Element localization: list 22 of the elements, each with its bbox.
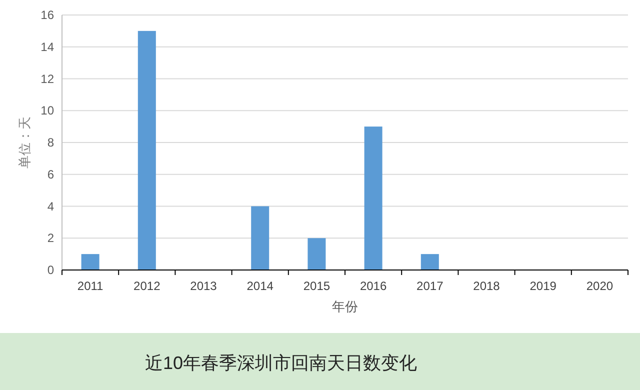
- ylabel: 单位：天: [17, 116, 32, 168]
- ytick-label: 6: [47, 167, 54, 182]
- xtick-label: 2014: [246, 279, 274, 293]
- title: 近10年春季深圳市回南天日数变化: [145, 353, 418, 373]
- xtick-label: 2016: [360, 279, 387, 293]
- xtick-label: 2019: [530, 279, 556, 293]
- xtick-label: 2017: [416, 279, 444, 293]
- ytick-label: 10: [40, 104, 54, 118]
- ytick-label: 2: [47, 231, 54, 246]
- ytick-label: 14: [40, 40, 54, 54]
- xtick-label: 2012: [134, 279, 160, 293]
- xlabel: 年份: [332, 299, 358, 314]
- ytick-label: 8: [47, 136, 54, 150]
- xtick-label: 2011: [77, 279, 104, 293]
- ytick-label: 4: [47, 199, 54, 214]
- ytick-label: 0: [47, 263, 54, 277]
- ytick-label: 12: [40, 72, 54, 86]
- xtick-label: 2020: [586, 279, 614, 293]
- ytick-label: 16: [40, 8, 54, 22]
- xtick-label: 2015: [303, 279, 330, 293]
- xtick-label: 2018: [473, 279, 500, 293]
- xtick-label: 2013: [190, 279, 217, 293]
